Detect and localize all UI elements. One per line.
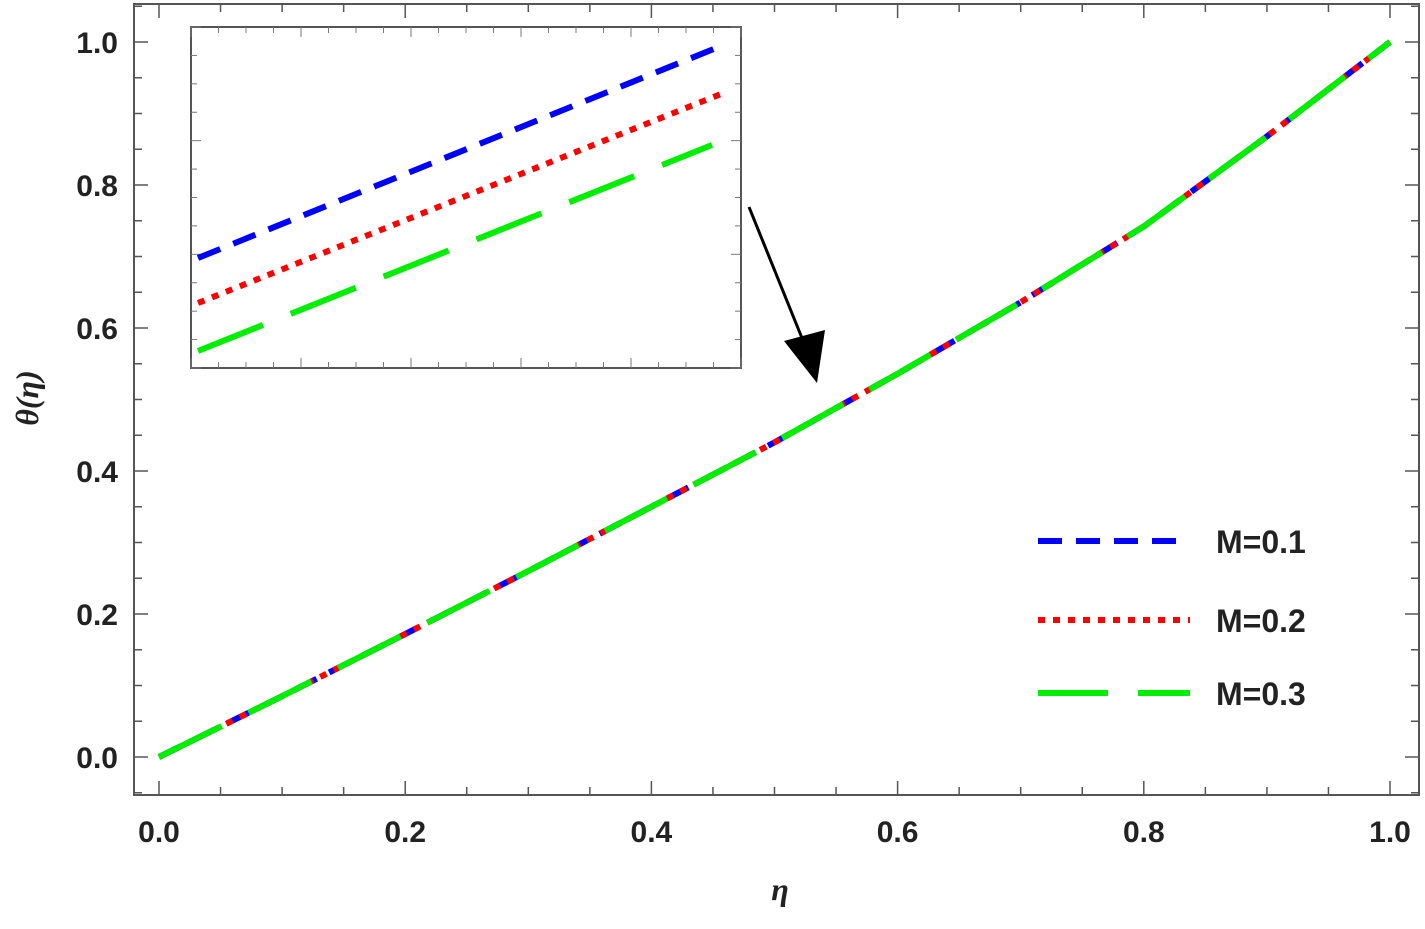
y-axis-ticks: 0.0 0.2 0.4 0.6 0.8 1.0 [76, 5, 1419, 794]
arrow [747, 206, 825, 383]
series-layer [157, 39, 1392, 760]
arrow-head-icon [784, 330, 825, 383]
x-tick-label: 1.0 [1369, 816, 1411, 849]
inset-line-m01 [196, 41, 728, 261]
inset-line-m02 [196, 89, 728, 306]
inset-box [190, 26, 742, 369]
x-tick-label: 0.8 [1123, 816, 1165, 849]
legend: M=0.1 M=0.2 M=0.3 [1038, 524, 1306, 712]
legend-label-2: M=0.2 [1216, 603, 1306, 639]
series-line-3 [157, 39, 1392, 760]
y-tick-label: 0.8 [76, 170, 118, 203]
x-tick-label: 0.0 [138, 816, 180, 849]
x-axis-ticks: 0.0 0.2 0.4 0.6 0.8 1.0 [138, 4, 1411, 849]
legend-label-3: M=0.3 [1216, 676, 1306, 712]
x-tick-label: 0.6 [877, 816, 919, 849]
y-tick-label: 0.0 [76, 742, 118, 775]
x-tick-label: 0.4 [631, 816, 673, 849]
inset-ticks [190, 26, 742, 369]
legend-label-1: M=0.1 [1216, 524, 1306, 560]
x-axis-label: η [771, 871, 789, 907]
y-tick-label: 0.6 [76, 313, 118, 346]
y-tick-label: 0.4 [76, 456, 118, 489]
y-tick-label: 0.2 [76, 599, 118, 632]
y-tick-label: 1.0 [76, 27, 118, 60]
y-axis-label: θ(η) [9, 370, 45, 425]
x-tick-label: 0.2 [384, 816, 426, 849]
inset-line-m03 [196, 142, 714, 354]
